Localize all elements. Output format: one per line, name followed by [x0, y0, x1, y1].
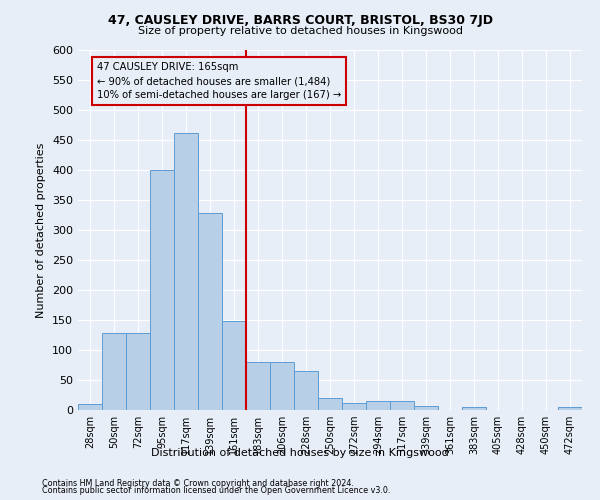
- Bar: [270, 362, 294, 410]
- Text: 47 CAUSLEY DRIVE: 165sqm
← 90% of detached houses are smaller (1,484)
10% of sem: 47 CAUSLEY DRIVE: 165sqm ← 90% of detach…: [97, 62, 341, 100]
- Bar: [414, 406, 438, 410]
- Bar: [366, 401, 390, 410]
- Text: Size of property relative to detached houses in Kingswood: Size of property relative to detached ho…: [137, 26, 463, 36]
- Bar: [558, 407, 582, 410]
- Bar: [390, 401, 414, 410]
- Bar: [150, 170, 174, 410]
- Text: Contains HM Land Registry data © Crown copyright and database right 2024.: Contains HM Land Registry data © Crown c…: [42, 478, 354, 488]
- Bar: [174, 133, 198, 410]
- Bar: [318, 398, 342, 410]
- Bar: [246, 362, 270, 410]
- Y-axis label: Number of detached properties: Number of detached properties: [37, 142, 46, 318]
- Bar: [342, 403, 366, 410]
- Bar: [102, 333, 126, 410]
- Text: 47, CAUSLEY DRIVE, BARRS COURT, BRISTOL, BS30 7JD: 47, CAUSLEY DRIVE, BARRS COURT, BRISTOL,…: [107, 14, 493, 27]
- Bar: [294, 371, 318, 410]
- Bar: [126, 333, 150, 410]
- Bar: [198, 213, 222, 410]
- Text: Contains public sector information licensed under the Open Government Licence v3: Contains public sector information licen…: [42, 486, 391, 495]
- Text: Distribution of detached houses by size in Kingswood: Distribution of detached houses by size …: [151, 448, 449, 458]
- Bar: [462, 407, 486, 410]
- Bar: [78, 404, 102, 410]
- Bar: [222, 321, 246, 410]
